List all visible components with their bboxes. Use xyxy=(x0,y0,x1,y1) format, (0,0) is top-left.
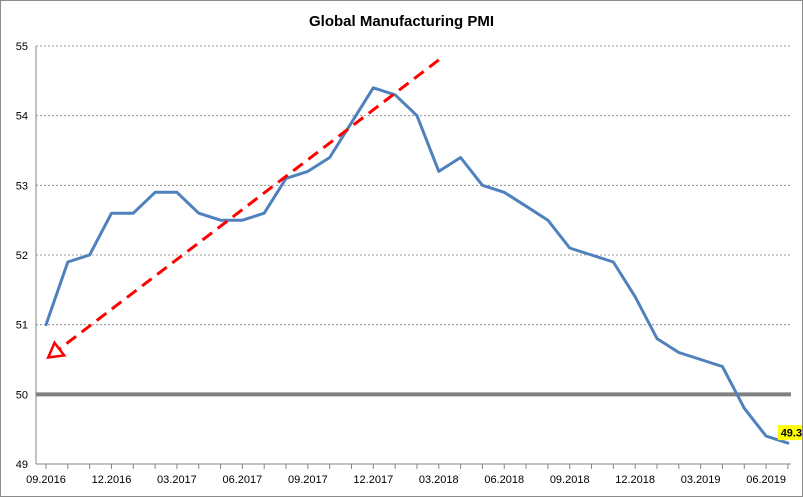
data-label-layer: 49.3 xyxy=(777,425,802,441)
y-tick-label: 54 xyxy=(16,111,28,123)
chart-title: Global Manufacturing PMI xyxy=(308,13,494,30)
x-tick-label: 12.2016 xyxy=(92,474,132,486)
y-tick-label: 49 xyxy=(16,459,28,471)
x-tick-label: 06.2018 xyxy=(484,474,524,486)
series-line-pmi xyxy=(44,86,790,445)
x-tick-label: 03.2018 xyxy=(419,474,459,486)
x-tick-label: 06.2019 xyxy=(746,474,786,486)
data-label-box xyxy=(777,425,802,441)
x-tick-label: 09.2018 xyxy=(550,474,590,486)
gridlines xyxy=(36,45,791,395)
data-label-value: 49.3 xyxy=(781,428,802,440)
y-tick-label: 53 xyxy=(16,180,28,192)
y-tick-label: 55 xyxy=(16,41,28,53)
axes: 49 50 51 52 53 54 55 09.2016 12.2016 03.2017 06.20… xyxy=(16,41,791,486)
x-tick-label: 12.2017 xyxy=(353,474,393,486)
x-tick-label: 12.2018 xyxy=(615,474,655,486)
trend-arrow-shaft xyxy=(58,58,440,351)
x-tick-label: 03.2017 xyxy=(157,474,197,486)
series-layer xyxy=(44,86,790,445)
y-tick-label: 50 xyxy=(16,389,28,401)
y-tick-label: 51 xyxy=(16,320,28,332)
x-tick-label: 06.2017 xyxy=(223,474,263,486)
trend-arrow-layer xyxy=(46,58,440,360)
trend-arrow-head xyxy=(46,340,67,360)
x-tick-label: 03.2019 xyxy=(681,474,721,486)
x-tick-label: 09.2017 xyxy=(288,474,328,486)
x-tick-label: 09.2016 xyxy=(26,474,66,486)
y-tick-label: 52 xyxy=(16,250,28,262)
